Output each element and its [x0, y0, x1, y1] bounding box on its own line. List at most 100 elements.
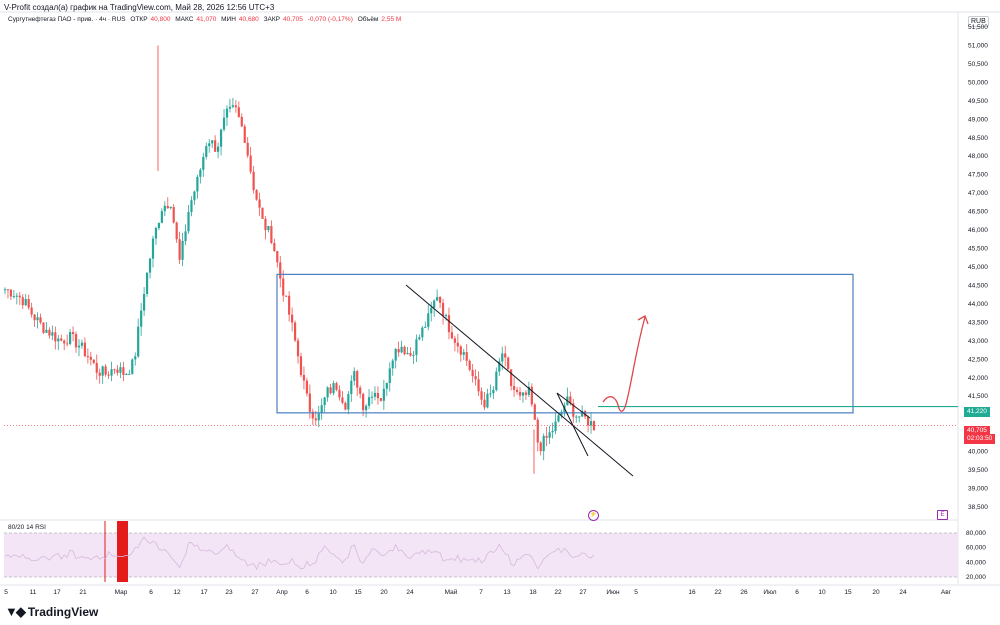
time-tick-label: Авг — [941, 589, 952, 596]
symbol-legend: Сургутнефтегаз ПАО - прив. · 4ч · RUS ОТ… — [8, 16, 404, 23]
candle-body — [385, 383, 388, 389]
candle-body — [276, 251, 279, 263]
candle-body — [291, 314, 294, 323]
candle-body — [341, 397, 344, 403]
candle-body — [302, 374, 306, 381]
time-tick-label: 11 — [30, 589, 37, 596]
candle-body — [15, 295, 18, 297]
price-tick-label: 43,500 — [968, 319, 988, 326]
volume-label: Объём — [357, 16, 379, 23]
low-value: 40,680 — [238, 16, 259, 23]
candle-body — [332, 383, 335, 394]
price-tick-label: 38,500 — [968, 504, 988, 511]
price-tick-label: 47,000 — [968, 190, 988, 197]
volume-value: 2,55 M — [381, 16, 402, 23]
currency-button[interactable]: RUB — [968, 16, 989, 27]
candle-body — [193, 191, 196, 201]
range-rectangle[interactable] — [276, 273, 854, 414]
rsi-band — [4, 533, 958, 577]
candle-body — [24, 299, 27, 306]
time-tick-label: Май — [445, 588, 458, 596]
forecast-arrow-head — [637, 315, 649, 325]
candle-body — [190, 200, 193, 213]
rsi-label: 80/20 14 RSI — [8, 524, 46, 531]
symbol-name[interactable]: Сургутнефтегаз ПАО - прив. · 4ч · RUS — [8, 16, 126, 23]
candle-body — [438, 297, 442, 303]
candle-body — [418, 337, 421, 340]
price-tick-label: 50,000 — [968, 79, 988, 86]
time-tick-label: 20 — [380, 589, 388, 596]
candle-body — [415, 339, 418, 355]
candle-body — [172, 207, 175, 223]
candle-body — [243, 126, 246, 143]
time-tick-label: 5 — [634, 589, 638, 596]
candle-body — [128, 373, 131, 375]
candle-body — [42, 322, 45, 333]
candle-body — [305, 380, 308, 394]
candle-body — [498, 361, 501, 372]
candle-body — [518, 391, 522, 396]
time-tick-label: 22 — [714, 589, 722, 596]
candle-body — [421, 327, 424, 338]
candle-body — [199, 169, 202, 177]
candle-body — [486, 393, 489, 408]
candle-body — [208, 143, 211, 147]
candle-body — [160, 211, 163, 223]
candle-body — [462, 352, 465, 355]
candle-body — [187, 212, 190, 232]
candle-body — [219, 129, 223, 147]
candle-body — [572, 403, 575, 417]
candle-body — [527, 386, 530, 395]
candle-body — [433, 300, 436, 308]
candle-body — [48, 329, 51, 336]
countdown-tag: 02:03:50 — [964, 434, 996, 444]
candle-body — [143, 293, 146, 311]
logo-text: TradingView — [27, 605, 99, 619]
candle-body — [169, 207, 172, 209]
candle-body — [258, 199, 261, 208]
forecast-arrow-path[interactable] — [602, 316, 646, 412]
price-tick-label: 51,500 — [968, 24, 988, 31]
candle-body — [453, 338, 456, 343]
candle-body — [225, 108, 229, 118]
candle-body — [279, 262, 282, 279]
level-price-tag: 41,220 — [964, 407, 990, 417]
bolt-icon[interactable]: ⚡ — [588, 510, 599, 521]
price-tick-label: 39,500 — [968, 467, 988, 474]
candle-body — [548, 432, 551, 438]
candle-body — [397, 349, 400, 353]
candle-body — [347, 394, 350, 410]
candle-body — [122, 367, 125, 375]
candle-body — [261, 207, 264, 219]
time-tick-label: 6 — [305, 589, 309, 596]
candle-body — [116, 369, 119, 373]
candle-body — [450, 332, 454, 339]
earnings-icon[interactable]: E — [937, 510, 948, 520]
price-tick-label: 39,000 — [968, 486, 988, 493]
time-tick-label: 23 — [225, 589, 233, 596]
tradingview-mark-icon: ▼◆ — [5, 604, 26, 619]
candle-body — [86, 356, 89, 358]
price-tick-label: 45,500 — [968, 246, 988, 253]
candle-body — [569, 396, 572, 404]
candle-body — [471, 369, 474, 377]
rsi-tick-label: 20,000 — [966, 574, 986, 581]
price-tick-label: 48,500 — [968, 135, 988, 142]
candle-body — [3, 289, 7, 291]
trendline-short[interactable] — [556, 392, 589, 457]
close-value: 40,705 — [283, 16, 303, 23]
time-tick-label: 6 — [795, 589, 799, 596]
candle-body — [101, 366, 104, 376]
candle-body — [33, 314, 36, 321]
trendline-upper[interactable] — [556, 392, 591, 419]
trendline-main[interactable] — [405, 284, 634, 477]
candle-body — [234, 105, 237, 108]
candle-body — [581, 410, 584, 417]
chart-caption: V-Profit создал(а) график на TradingView… — [4, 3, 275, 12]
candle-body — [329, 387, 332, 394]
rsi-tick-label: 80,000 — [966, 530, 986, 537]
open-value: 40,800 — [150, 16, 171, 23]
candle-body — [539, 442, 542, 452]
price-tick-label: 40,000 — [968, 449, 988, 456]
